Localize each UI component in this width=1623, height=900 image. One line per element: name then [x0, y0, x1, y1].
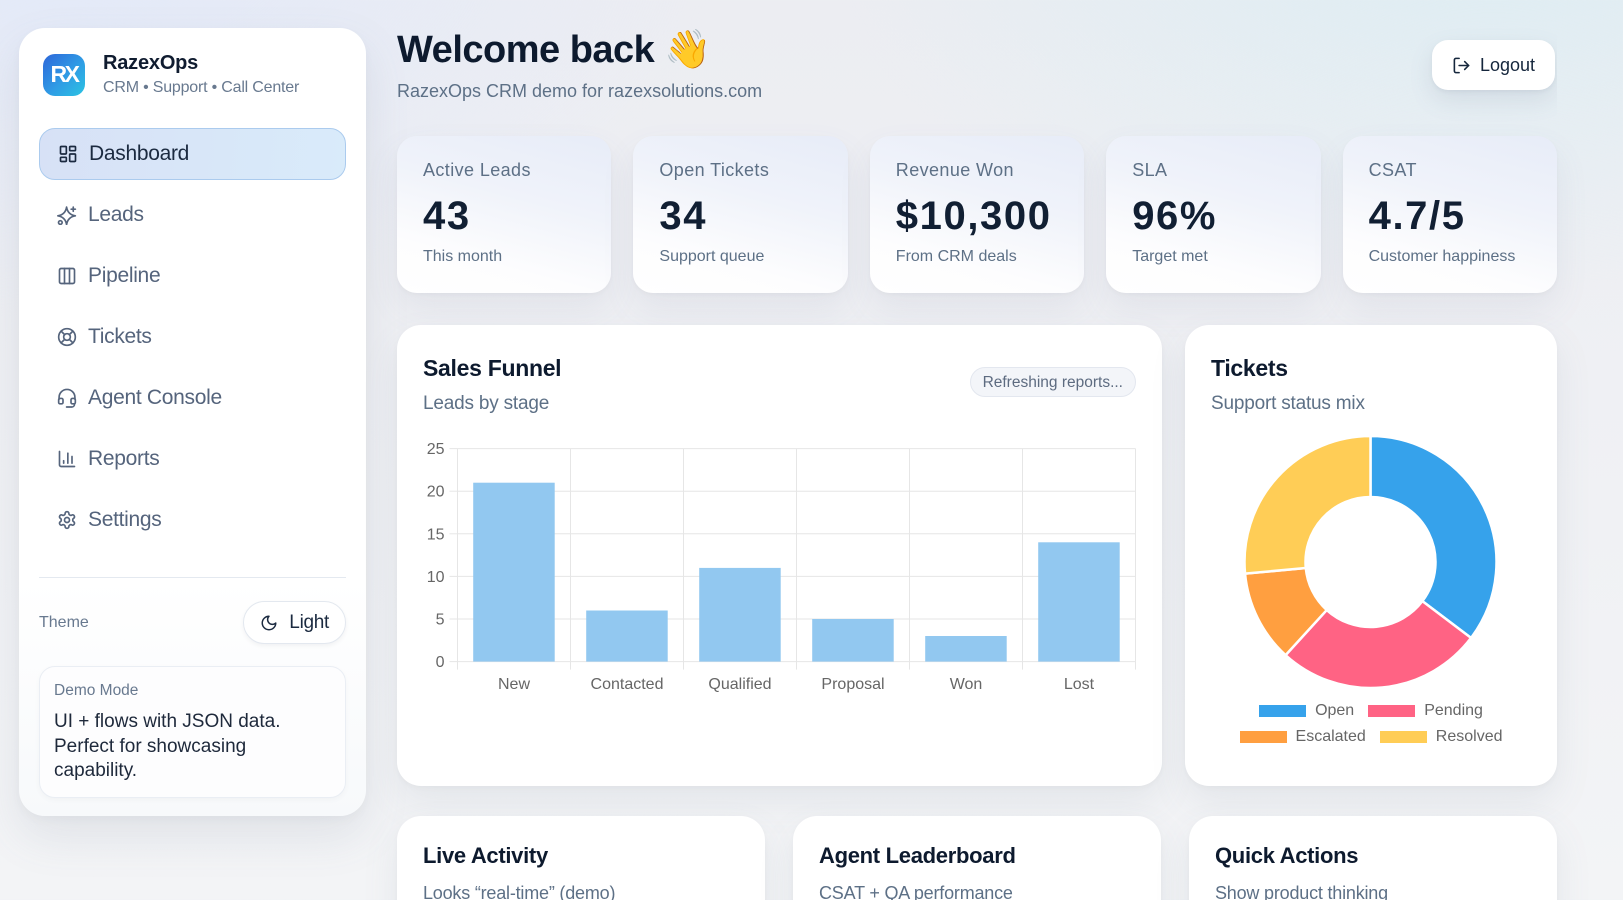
- svg-text:20: 20: [427, 484, 445, 501]
- svg-text:10: 10: [427, 569, 445, 586]
- svg-text:5: 5: [436, 612, 445, 629]
- svg-text:Qualified: Qualified: [708, 676, 771, 693]
- svg-text:Won: Won: [950, 676, 983, 693]
- svg-text:Proposal: Proposal: [821, 676, 884, 693]
- svg-text:Contacted: Contacted: [591, 676, 664, 693]
- svg-text:Lost: Lost: [1064, 676, 1095, 693]
- svg-text:0: 0: [436, 654, 445, 671]
- svg-text:New: New: [498, 676, 530, 693]
- svg-text:25: 25: [427, 441, 445, 458]
- svg-text:15: 15: [427, 526, 445, 543]
